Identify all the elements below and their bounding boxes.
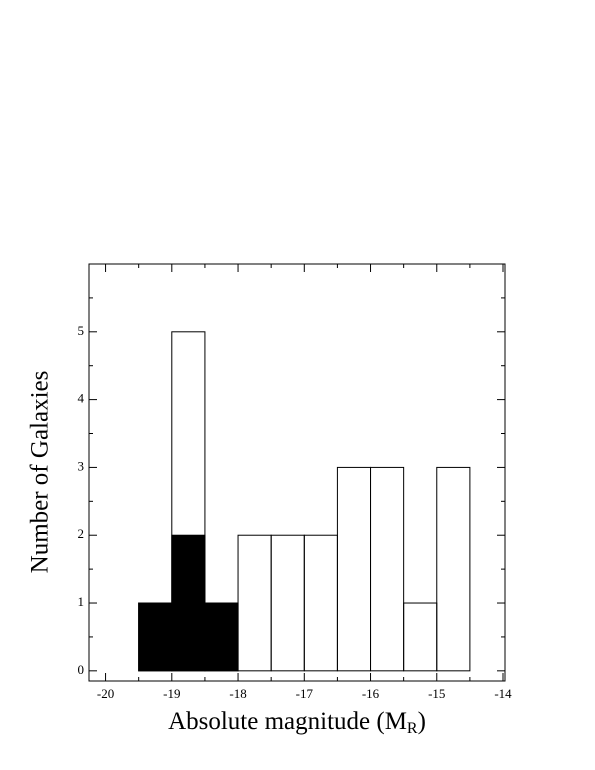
x-tick-label: -17 [296,686,314,701]
x-label-end: ) [418,708,426,735]
filled-bar [138,602,173,672]
y-tick-label: 5 [78,323,85,338]
outline-bar [270,534,305,672]
y-tick-label: 0 [78,662,85,677]
outline-bar [370,466,405,672]
x-tick-label: -18 [229,686,246,701]
outline-bar [403,602,438,672]
y-tick-label: 2 [78,526,85,541]
x-label-text: Absolute magnitude (M [168,708,407,735]
x-tick-label: -19 [163,686,180,701]
x-axis-label: Absolute magnitude (MR) [168,708,426,737]
x-tick-label: -14 [494,686,512,701]
x-tick-label: -20 [97,686,114,701]
y-tick-label: 3 [78,458,85,473]
outline-bar [237,534,272,672]
x-label-sub: R [407,720,418,737]
outline-bar [336,466,372,672]
y-tick-label: 4 [78,391,85,406]
outline-bar [436,466,471,672]
plot-frame [88,263,506,682]
filled-bar [171,534,206,672]
y-tick-label: 1 [78,594,85,609]
y-axis-label: Number of Galaxies [27,371,54,574]
filled-bar [204,602,239,672]
outline-bar [303,534,338,672]
x-tick-label: -16 [362,686,380,701]
x-tick-label: -15 [428,686,445,701]
